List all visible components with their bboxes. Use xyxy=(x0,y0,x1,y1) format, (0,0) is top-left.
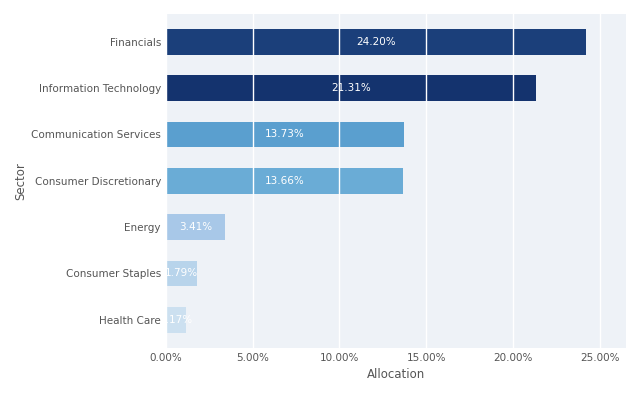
Text: 1.17%: 1.17% xyxy=(159,315,193,325)
Y-axis label: Sector: Sector xyxy=(14,162,27,200)
X-axis label: Allocation: Allocation xyxy=(367,368,425,381)
Bar xyxy=(166,122,404,147)
Bar xyxy=(166,261,197,286)
Bar xyxy=(166,214,225,240)
Text: 1.79%: 1.79% xyxy=(164,269,198,278)
Text: 24.20%: 24.20% xyxy=(356,37,396,47)
Text: 13.66%: 13.66% xyxy=(264,176,304,186)
Text: 13.73%: 13.73% xyxy=(265,130,305,139)
Bar xyxy=(166,29,586,55)
Bar xyxy=(166,75,536,101)
Bar xyxy=(166,307,186,333)
Text: 3.41%: 3.41% xyxy=(179,222,212,232)
Bar xyxy=(166,168,403,194)
Text: 21.31%: 21.31% xyxy=(331,83,371,93)
